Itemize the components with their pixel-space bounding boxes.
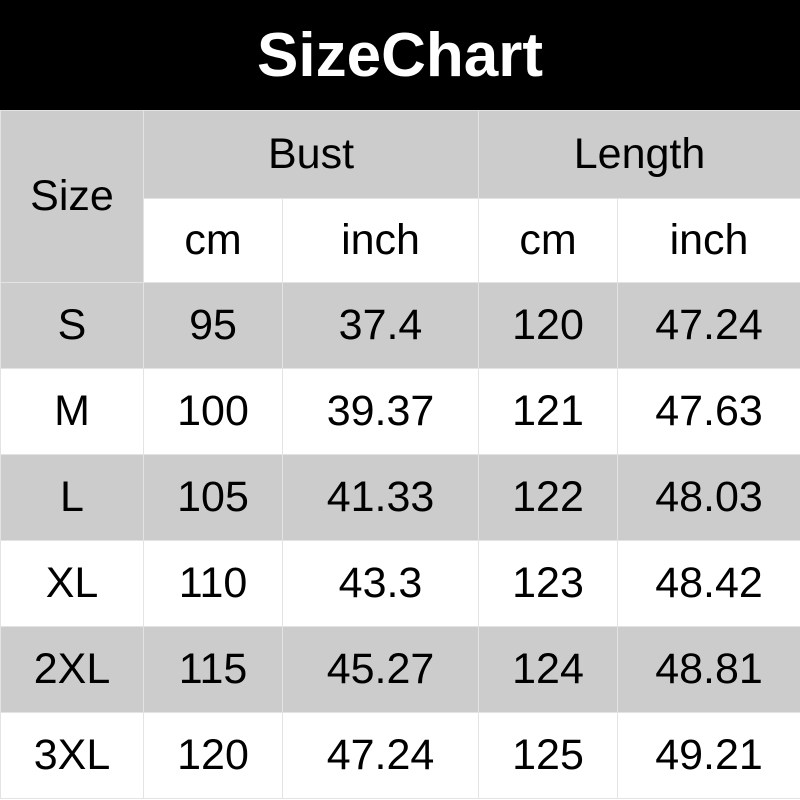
cell-length-inch: 48.03	[617, 454, 800, 541]
cell-bust-inch: 47.24	[281, 712, 480, 799]
table-row: S 95 37.4 120 47.24	[0, 282, 800, 369]
size-chart-table: Size Bust Length cm inch cm inch S 95 37.4…	[0, 110, 800, 799]
table-row: 3XL 120 47.24 125 49.21	[0, 712, 800, 799]
cell-length-cm: 121	[478, 368, 619, 455]
unit-length-inch: inch	[617, 198, 800, 283]
table-row: 2XL 115 45.27 124 48.81	[0, 626, 800, 713]
cell-bust-cm: 110	[143, 540, 283, 627]
cell-bust-inch: 41.33	[281, 454, 480, 541]
cell-length-cm: 124	[478, 626, 619, 713]
cell-bust-cm: 115	[143, 626, 283, 713]
table-row: L 105 41.33 122 48.03	[0, 454, 800, 541]
table-row: XL 110 43.3 123 48.42	[0, 540, 800, 627]
header-size: Size	[0, 110, 144, 283]
cell-bust-cm: 120	[143, 712, 283, 799]
cell-size: 2XL	[0, 626, 144, 713]
cell-length-cm: 125	[478, 712, 619, 799]
cell-bust-cm: 105	[143, 454, 283, 541]
cell-length-inch: 48.42	[617, 540, 800, 627]
cell-length-inch: 47.63	[617, 368, 800, 455]
unit-row: cm inch cm inch	[1, 198, 800, 283]
cell-size: XL	[0, 540, 144, 627]
cell-bust-inch: 37.4	[281, 282, 480, 369]
cell-length-inch: 48.81	[617, 626, 800, 713]
cell-bust-cm: 95	[143, 282, 283, 369]
page-title: SizeChart	[0, 0, 800, 110]
header-length: Length	[478, 110, 800, 199]
cell-bust-inch: 43.3	[281, 540, 480, 627]
cell-length-cm: 122	[478, 454, 619, 541]
cell-bust-cm: 100	[143, 368, 283, 455]
header-row: Size Bust Length	[0, 110, 800, 283]
cell-length-cm: 123	[478, 540, 619, 627]
unit-length-cm: cm	[478, 198, 619, 283]
cell-length-inch: 49.21	[617, 712, 800, 799]
header-bust: Bust	[142, 110, 480, 199]
unit-bust-inch: inch	[281, 198, 480, 283]
cell-size: S	[0, 282, 144, 369]
table-row: M 100 39.37 121 47.63	[0, 368, 800, 455]
cell-bust-inch: 45.27	[281, 626, 480, 713]
unit-bust-cm: cm	[143, 198, 283, 283]
cell-size: M	[0, 368, 144, 455]
cell-length-cm: 120	[478, 282, 619, 369]
cell-bust-inch: 39.37	[281, 368, 480, 455]
cell-size: 3XL	[0, 712, 144, 799]
cell-size: L	[0, 454, 144, 541]
cell-length-inch: 47.24	[617, 282, 800, 369]
